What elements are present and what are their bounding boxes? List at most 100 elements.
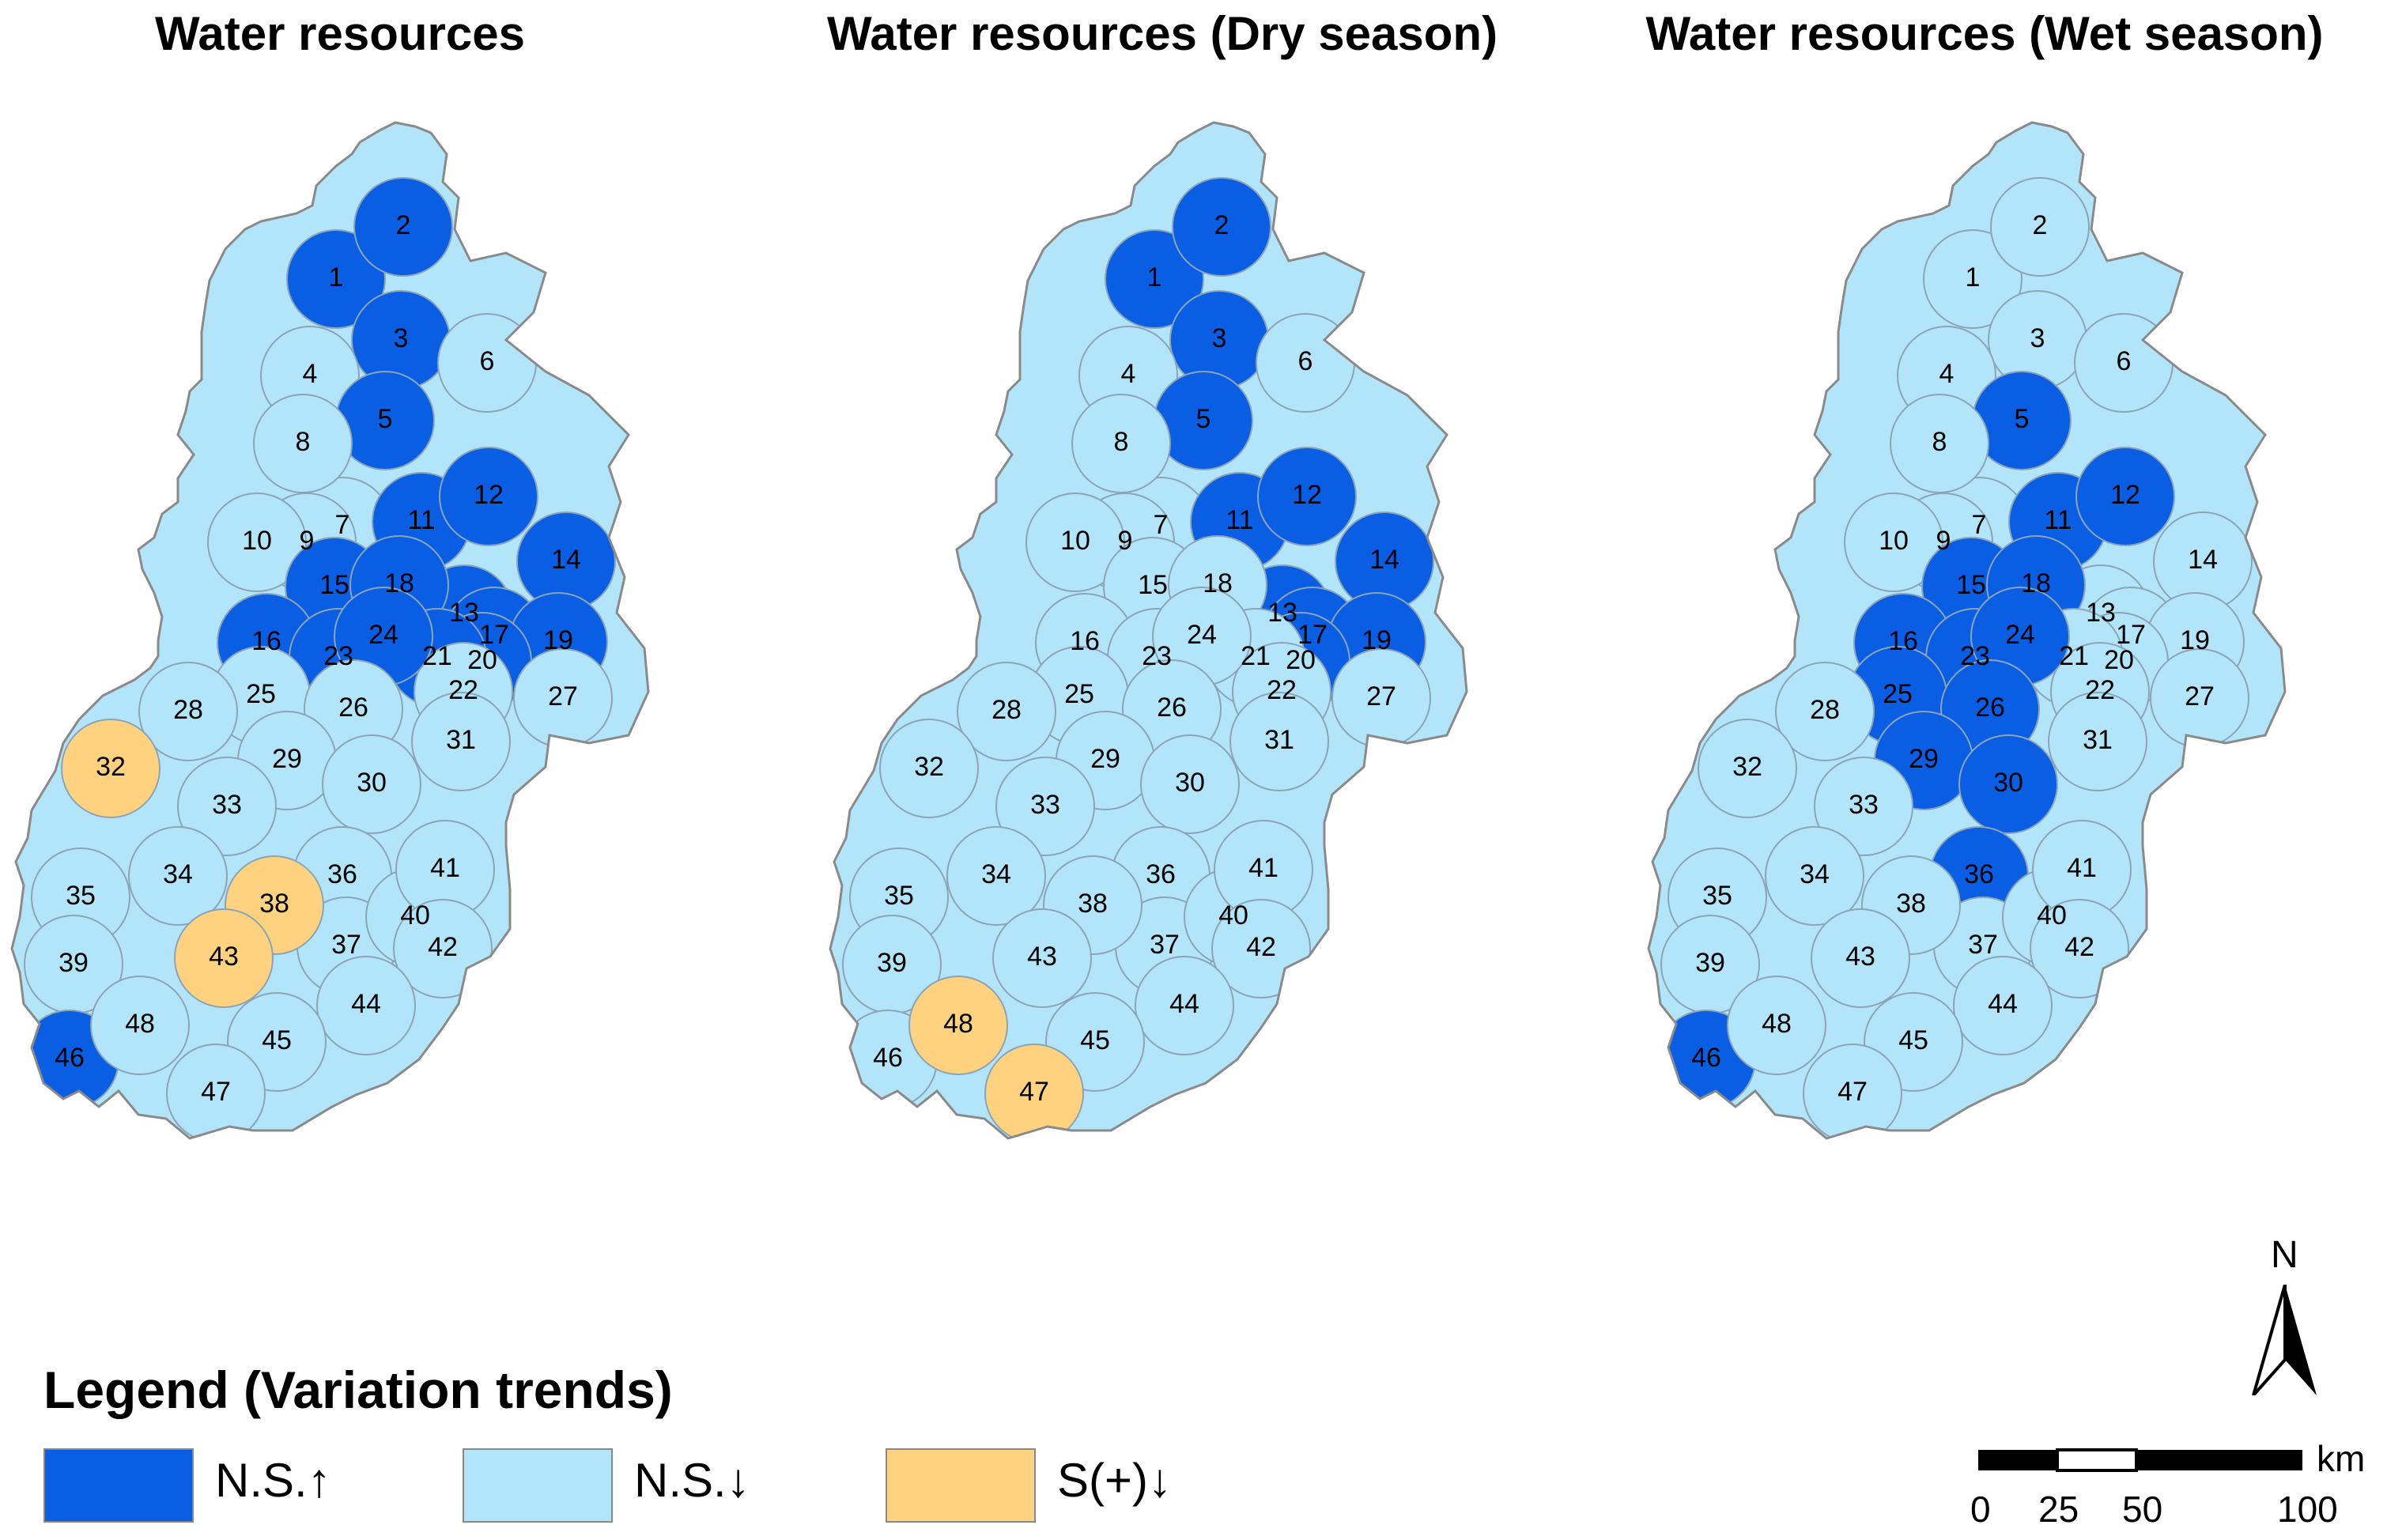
subbasin-label-10: 10: [242, 526, 272, 556]
subbasin-label-8: 8: [296, 427, 311, 457]
subbasin-label-41: 41: [430, 853, 460, 883]
map-title-dry-season: Water resources (Dry season): [826, 7, 1498, 60]
subbasin-label-44: 44: [1169, 989, 1199, 1019]
subbasin-label-23: 23: [1960, 641, 1990, 671]
subbasin-label-36: 36: [327, 859, 357, 889]
subbasin-1: [286, 229, 386, 329]
subbasin-label-38: 38: [259, 889, 289, 919]
legend-title: Legend (Variation trends): [43, 1361, 673, 1419]
subbasin-1: [1923, 229, 2023, 329]
subbasin-label-5: 5: [2015, 404, 2030, 434]
subbasin-label-40: 40: [400, 900, 430, 930]
north-label: N: [2271, 1234, 2298, 1276]
subbasin-label-2: 2: [2033, 210, 2048, 240]
subbasin-28: [957, 662, 1056, 761]
subbasin-8: [1071, 394, 1171, 493]
scale-tick-50: 50: [2122, 1489, 2163, 1530]
subbasin-31: [2048, 692, 2147, 791]
subbasin-label-42: 42: [2064, 932, 2094, 962]
subbasin-31: [1229, 692, 1329, 791]
subbasin-label-4: 4: [1121, 359, 1136, 389]
subbasin-label-8: 8: [1932, 427, 1947, 457]
subbasin-30: [1140, 734, 1240, 834]
scale-tick-100: 100: [2277, 1489, 2338, 1530]
subbasin-label-15: 15: [1138, 570, 1168, 600]
basin-outline: [829, 121, 1468, 1140]
subbasin-33: [177, 757, 277, 856]
subbasin-44: [1953, 956, 2053, 1055]
subbasin-label-22: 22: [448, 675, 478, 705]
subbasin-label-45: 45: [262, 1025, 292, 1055]
subbasin-label-17: 17: [1297, 620, 1328, 650]
north-arrow-icon: [2252, 1285, 2317, 1395]
subbasin-12: [439, 447, 538, 546]
subbasin-48: [90, 976, 190, 1075]
subbasin-label-11: 11: [2044, 505, 2072, 535]
subbasin-label-27: 27: [2185, 681, 2215, 711]
subbasin-34: [1765, 826, 1864, 926]
subbasin-10: [1025, 493, 1125, 592]
subbasin-label-14: 14: [551, 545, 581, 575]
subbasin-32: [61, 719, 161, 818]
subbasin-label-10: 10: [1060, 526, 1090, 556]
subbasin-label-13: 13: [2086, 598, 2116, 628]
subbasin-1: [1105, 229, 1204, 329]
subbasin-label-46: 46: [873, 1043, 903, 1073]
subbasin-label-13: 13: [1267, 598, 1297, 628]
subbasin-label-20: 20: [467, 645, 497, 675]
subbasin-label-1: 1: [329, 262, 344, 293]
subbasin-label-9: 9: [1936, 526, 1951, 556]
subbasin-label-30: 30: [1175, 768, 1205, 798]
subbasin-label-2: 2: [1214, 210, 1229, 240]
subbasin-label-19: 19: [1362, 625, 1392, 655]
subbasin-label-11: 11: [407, 505, 435, 535]
legend-swatch-sig-down: [886, 1448, 1036, 1523]
subbasin-label-5: 5: [378, 404, 393, 434]
subbasin-label-48: 48: [1762, 1009, 1792, 1039]
subbasin-label-31: 31: [1264, 725, 1294, 755]
map-title-wet-season: Water resources (Wet season): [1645, 7, 2324, 60]
subbasin-label-42: 42: [1246, 932, 1276, 962]
subbasin-label-43: 43: [1845, 942, 1875, 972]
subbasin-label-47: 47: [1019, 1077, 1049, 1107]
subbasin-label-45: 45: [1080, 1025, 1110, 1055]
subbasin-label-31: 31: [446, 725, 476, 755]
subbasin-label-29: 29: [272, 744, 302, 774]
subbasin-43: [1811, 908, 1910, 1008]
subbasin-43: [992, 908, 1092, 1008]
subbasin-label-4: 4: [303, 359, 318, 389]
subbasin-30: [322, 734, 421, 834]
subbasin-label-46: 46: [55, 1043, 85, 1073]
subbasin-28: [1775, 662, 1875, 761]
subbasin-label-39: 39: [877, 948, 907, 978]
subbasin-43: [174, 908, 274, 1008]
subbasin-label-26: 26: [338, 693, 368, 723]
subbasin-label-39: 39: [1695, 948, 1725, 978]
subbasin-label-15: 15: [319, 570, 349, 600]
subbasin-label-3: 3: [1212, 323, 1227, 353]
legend-label-ns-up: N.S.↑: [215, 1454, 331, 1507]
subbasin-8: [1890, 394, 1989, 493]
subbasin-label-29: 29: [1909, 744, 1939, 774]
subbasin-label-31: 31: [2083, 725, 2113, 755]
subbasin-label-43: 43: [1027, 942, 1057, 972]
subbasin-label-21: 21: [2059, 641, 2089, 671]
subbasin-label-39: 39: [59, 948, 89, 978]
subbasin-label-7: 7: [1972, 510, 1987, 540]
subbasin-label-33: 33: [212, 790, 242, 820]
subbasin-44: [1135, 956, 1234, 1055]
subbasin-label-16: 16: [251, 626, 281, 656]
subbasin-label-37: 37: [1968, 930, 1998, 960]
subbasin-label-6: 6: [2117, 346, 2132, 376]
subbasin-label-3: 3: [394, 323, 409, 353]
subbasin-label-21: 21: [1241, 641, 1271, 671]
subbasin-label-18: 18: [2021, 568, 2051, 598]
subbasin-47: [166, 1044, 266, 1138]
subbasin-label-27: 27: [548, 681, 578, 711]
subbasin-label-3: 3: [2030, 323, 2045, 353]
subbasin-label-35: 35: [66, 881, 96, 911]
subbasin-34: [128, 826, 228, 926]
subbasin-label-47: 47: [1837, 1077, 1868, 1107]
